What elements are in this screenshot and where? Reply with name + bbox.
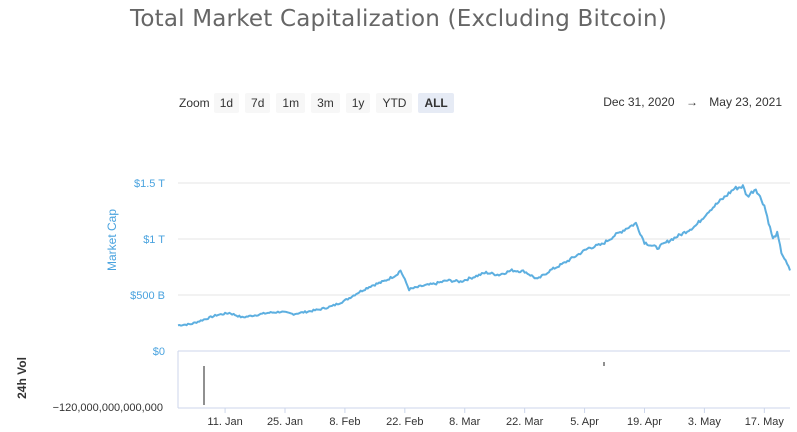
volume-tick-label: −120,000,000,000,000 [53, 402, 163, 414]
x-tick-label: 25. Jan [267, 416, 303, 428]
chart-title: Total Market Capitalization (Excluding B… [129, 6, 668, 32]
y-tick-label: $1.5 T [134, 178, 165, 190]
y-axis-label: Market Cap [105, 209, 119, 271]
y-tick-label: $0 [153, 346, 165, 358]
zoom-all-button[interactable]: ALL [418, 93, 454, 113]
zoom-ytd-button[interactable]: YTD [376, 93, 413, 113]
x-tick-label: 11. Jan [207, 416, 242, 428]
x-tick-label: 17. May [745, 416, 785, 428]
zoom-1d-button[interactable]: 1d [213, 93, 240, 113]
zoom-7d-button[interactable]: 7d [245, 93, 271, 113]
x-tick-label: 3. May [688, 416, 722, 428]
date-range: Dec 31, 2020 → May 23, 2021 [603, 95, 782, 109]
zoom-1m-button[interactable]: 1m [276, 93, 306, 113]
x-tick-label: 8. Mar [449, 416, 481, 428]
zoom-3m-button[interactable]: 3m [311, 93, 340, 113]
zoom-toolbar: Zoom 1d 7d 1m 3m 1y YTD ALL [179, 92, 460, 114]
volume-axis-label: 24h Vol [15, 357, 29, 399]
y-tick-label: $500 B [130, 290, 165, 302]
x-tick-label: 8. Feb [329, 416, 360, 428]
date-arrow: → [685, 95, 698, 109]
x-tick-label: 22. Mar [506, 416, 544, 428]
market-cap-line [177, 184, 791, 327]
zoom-label: Zoom [179, 96, 210, 110]
date-from-input[interactable]: Dec 31, 2020 [603, 95, 675, 109]
y-tick-label: $1 T [143, 234, 165, 246]
x-tick-label: 5. Apr [570, 416, 599, 428]
date-to-input[interactable]: May 23, 2021 [709, 95, 782, 109]
zoom-1y-button[interactable]: 1y [345, 93, 371, 113]
x-tick-label: 19. Apr [627, 416, 662, 428]
x-tick-label: 22. Feb [386, 416, 423, 428]
